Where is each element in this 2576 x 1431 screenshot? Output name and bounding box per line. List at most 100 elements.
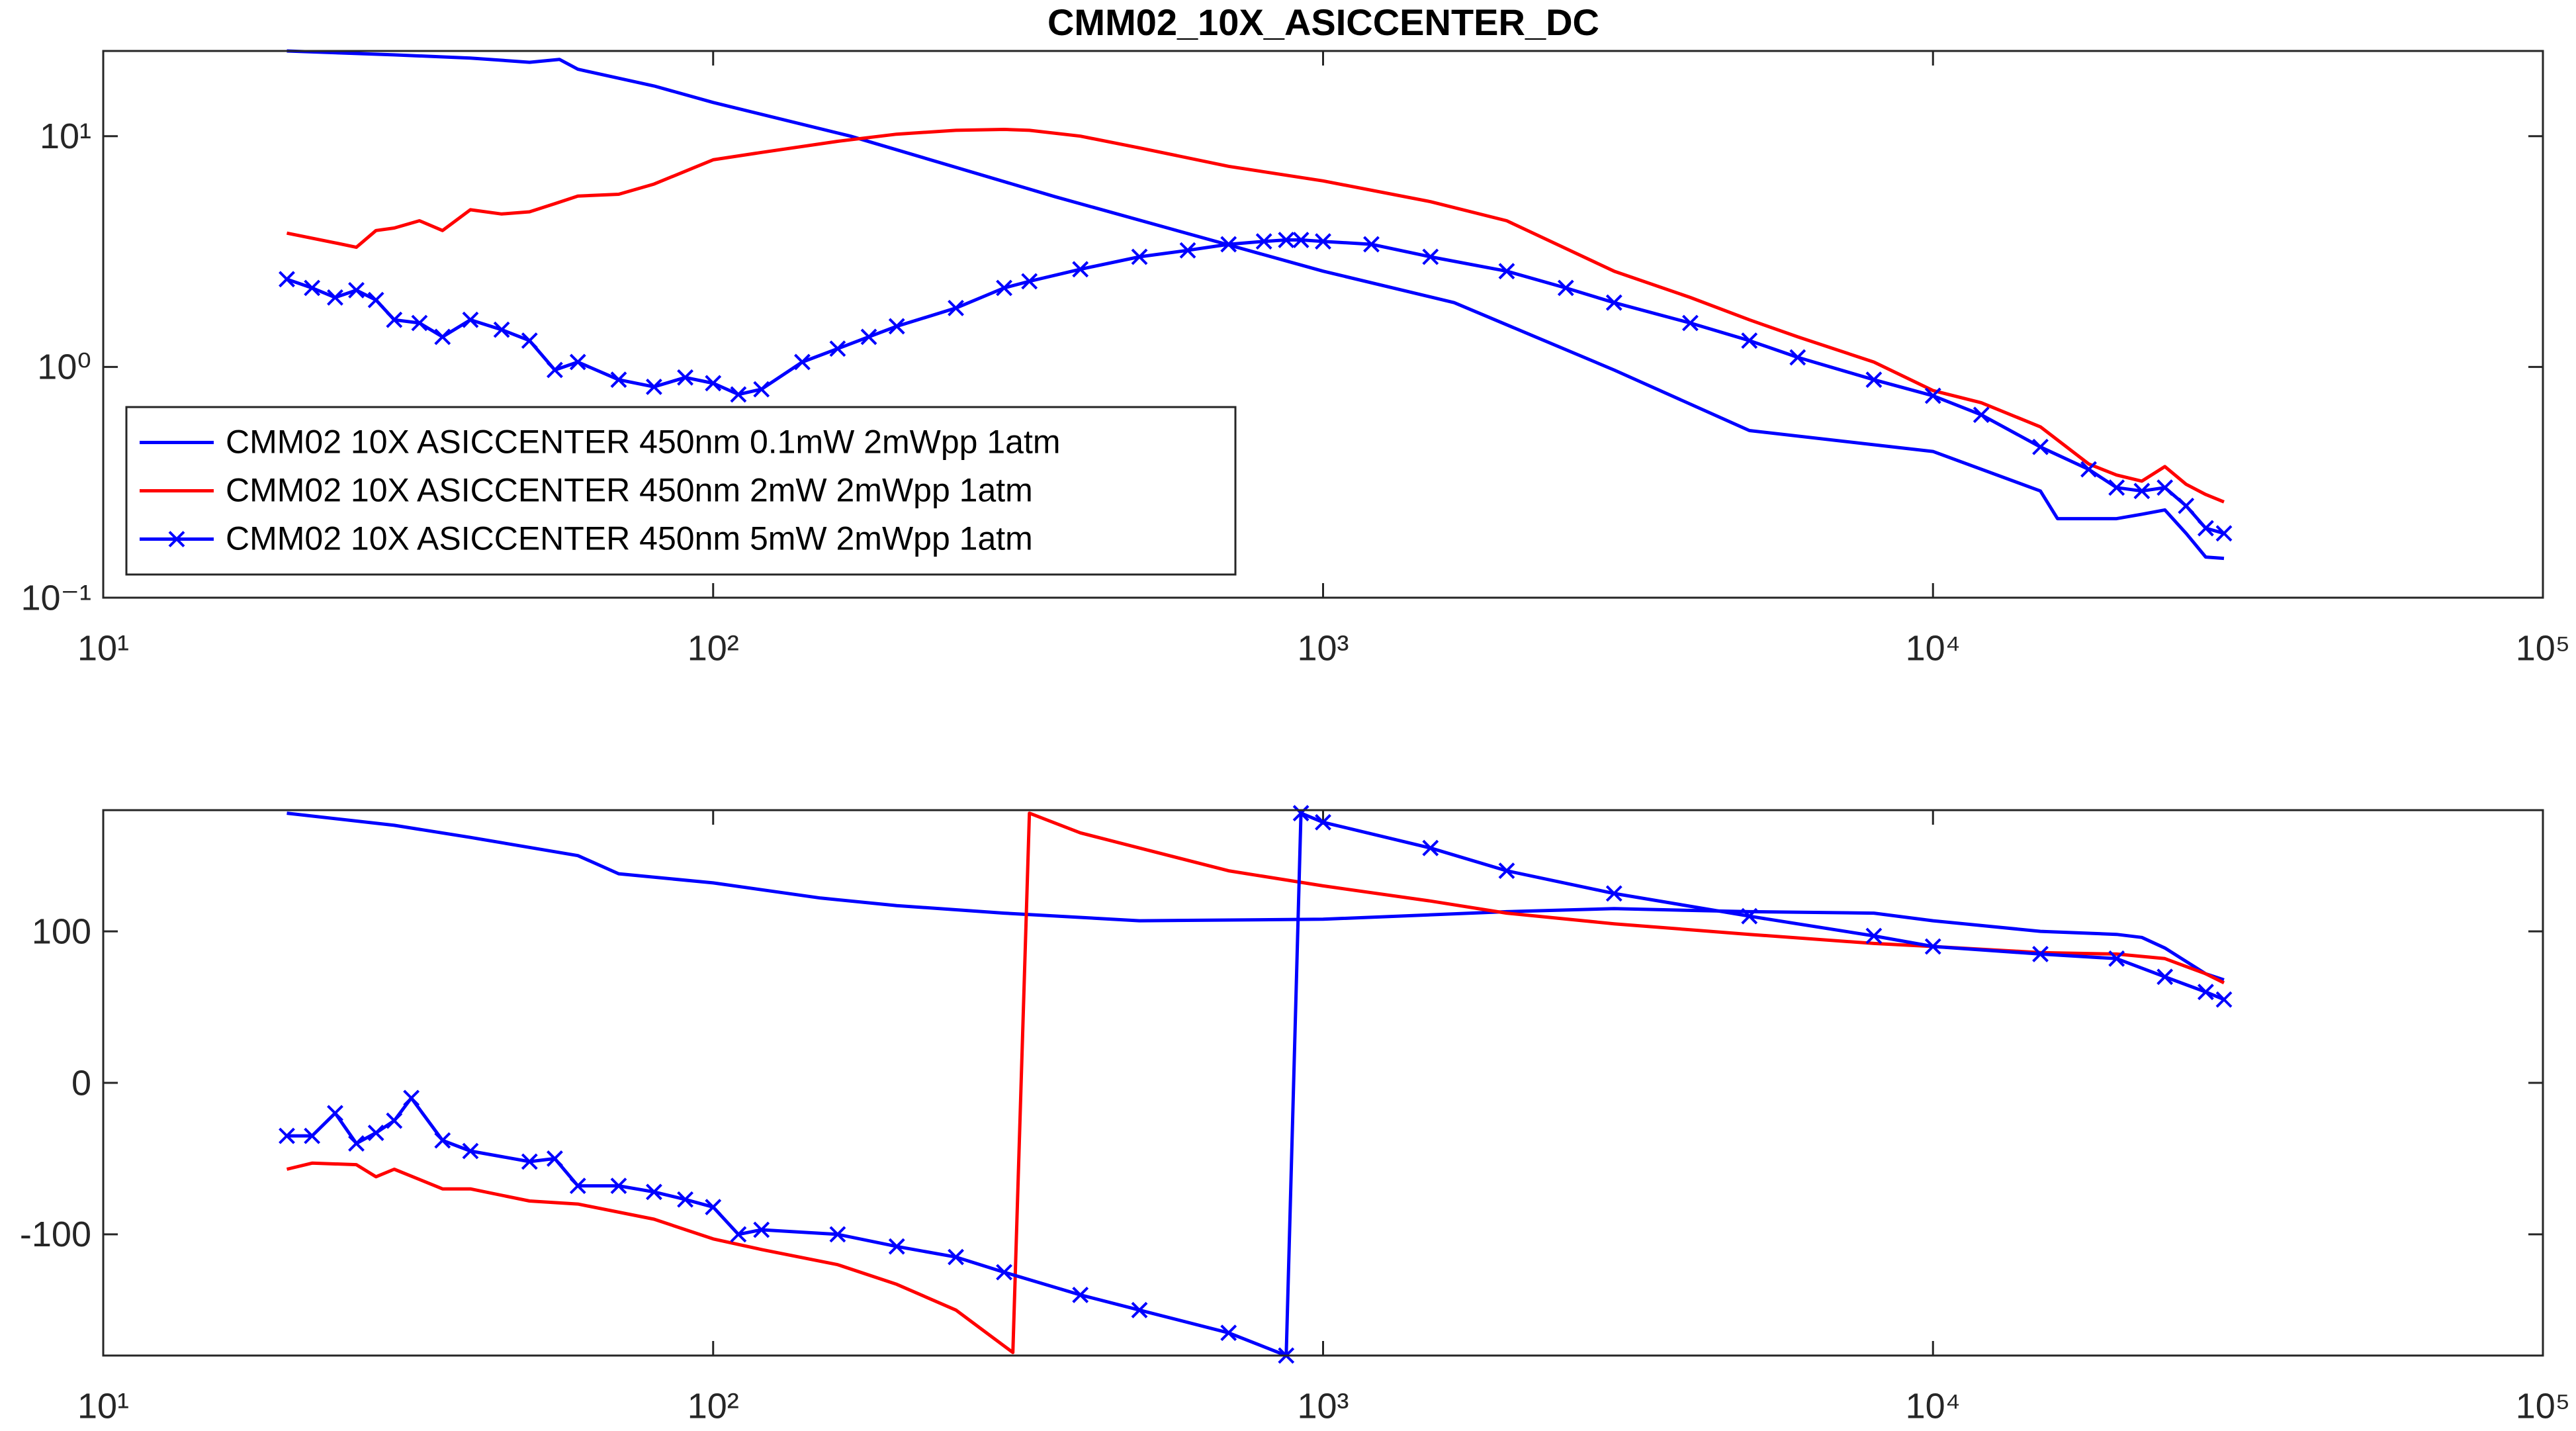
x-tick-label: 10⁴ xyxy=(1906,628,1961,668)
marker xyxy=(521,1153,538,1170)
marker xyxy=(547,361,563,379)
x-tick-label: 10⁵ xyxy=(2516,628,2570,668)
marker xyxy=(610,371,627,389)
marker xyxy=(569,1177,586,1195)
marker xyxy=(794,353,811,371)
legend-label: CMM02 10X ASICCENTER 450nm 5mW 2mWpp 1at… xyxy=(226,520,1033,557)
marker xyxy=(1498,263,1515,280)
x-tick-label: 10¹ xyxy=(77,1386,129,1426)
marker xyxy=(434,1132,451,1149)
marker xyxy=(1422,248,1439,265)
marker xyxy=(677,369,693,386)
marker xyxy=(948,299,964,316)
marker xyxy=(1021,273,1038,290)
marker xyxy=(1973,406,1990,424)
legend-label: CMM02 10X ASICCENTER 450nm 2mW 2mWpp 1at… xyxy=(226,472,1033,509)
marker xyxy=(996,279,1012,297)
marker xyxy=(2198,984,2214,1001)
chart-title: CMM02_10X_ASICCENTER_DC xyxy=(1047,1,1599,43)
marker xyxy=(2215,991,2233,1008)
marker xyxy=(1278,232,1295,248)
marker xyxy=(646,1183,662,1201)
marker xyxy=(2178,497,2195,514)
marker xyxy=(2156,968,2174,986)
marker xyxy=(1422,839,1439,856)
x-tick-label: 10² xyxy=(688,628,739,668)
series-line xyxy=(287,811,2225,982)
marker xyxy=(677,1191,693,1208)
marker xyxy=(1292,232,1310,248)
marker xyxy=(462,311,479,328)
marker xyxy=(304,1127,321,1144)
series-line xyxy=(287,49,2225,561)
x-tick-label: 10³ xyxy=(1297,1386,1349,1426)
legend-box xyxy=(125,406,1237,576)
marker xyxy=(2108,479,2125,496)
y-tick-label: 10⁰ xyxy=(37,347,91,387)
marker xyxy=(327,289,343,306)
marker xyxy=(2133,483,2151,500)
x-tick-label: 10¹ xyxy=(77,628,129,668)
marker xyxy=(1292,805,1310,821)
marker xyxy=(730,386,747,403)
marker xyxy=(521,332,538,349)
marker xyxy=(493,321,510,338)
marker xyxy=(1741,907,1758,925)
marker xyxy=(646,378,662,395)
marker xyxy=(1179,242,1196,259)
marker xyxy=(348,1135,365,1152)
marker xyxy=(386,1112,403,1129)
marker xyxy=(411,314,428,332)
marker xyxy=(705,1199,722,1216)
axes-box xyxy=(102,50,2544,599)
legend-marker xyxy=(168,531,185,547)
y-tick-label: 0 xyxy=(71,1063,91,1103)
marker xyxy=(386,311,403,328)
marker xyxy=(1220,236,1237,253)
marker xyxy=(569,353,586,371)
marker xyxy=(367,291,384,308)
x-tick-label: 10⁴ xyxy=(1906,1386,1961,1426)
marker xyxy=(2032,438,2049,455)
marker xyxy=(888,318,905,335)
marker xyxy=(1865,371,1883,389)
marker xyxy=(705,375,722,392)
marker xyxy=(2108,950,2125,967)
y-tick-label: 100 xyxy=(32,911,91,951)
marker xyxy=(996,1264,1012,1281)
marker xyxy=(730,1226,747,1243)
marker xyxy=(1557,279,1574,297)
axes: 10¹ 10² 10³ 10⁴ 10⁵ -100 0 100 xyxy=(20,805,2570,1426)
marker xyxy=(367,1125,384,1141)
marker xyxy=(888,1238,905,1255)
marker xyxy=(1131,248,1148,265)
marker xyxy=(753,1221,770,1238)
marker xyxy=(304,279,321,297)
marker xyxy=(279,1127,295,1144)
marker xyxy=(1605,885,1622,902)
marker xyxy=(462,1142,479,1160)
marker xyxy=(1741,332,1758,349)
x-tick-label: 10³ xyxy=(1297,628,1349,668)
marker xyxy=(1865,927,1883,945)
marker xyxy=(1363,236,1380,253)
marker xyxy=(2156,479,2174,496)
series-line xyxy=(287,128,2225,504)
marker xyxy=(2080,461,2097,478)
marker xyxy=(403,1089,420,1107)
marker xyxy=(829,340,846,357)
marker xyxy=(1255,233,1272,250)
marker xyxy=(610,1177,627,1195)
marker xyxy=(1220,1324,1237,1342)
axes-box xyxy=(102,809,2544,1357)
y-tick-label: 10⁻¹ xyxy=(21,578,91,618)
marker xyxy=(327,1105,343,1122)
marker xyxy=(1498,862,1515,879)
marker xyxy=(1315,233,1331,250)
marker xyxy=(1924,938,1941,955)
marker xyxy=(1072,1287,1089,1303)
marker xyxy=(434,328,451,346)
